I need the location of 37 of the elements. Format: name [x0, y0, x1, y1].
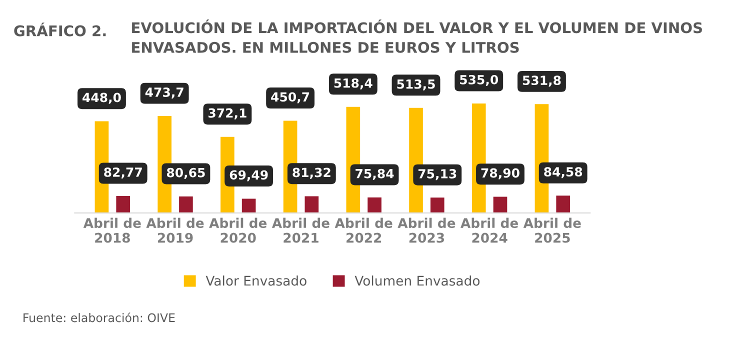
source-note: Fuente: elaboración: OIVE: [24, 312, 175, 322]
chart-subtitle: EVOLUCIÓN DE LA IMPORTACIÓN DEL VALOR Y EL VOLUMEN DE VINOS ENVASADOS. EN MILLONES DE EUROS Y LITROS: [132, 20, 702, 53]
bar: [304, 196, 319, 213]
chart-title: GRÁFICO 2.: [14, 22, 106, 36]
bar: [430, 198, 444, 213]
x-tick-label: Abril de 2022: [334, 218, 392, 243]
x-tick-label: Abril de 2019: [146, 218, 204, 243]
bar: [556, 196, 570, 213]
legend-label: Valor Envasado: [206, 276, 306, 286]
bar: [493, 196, 508, 213]
data-label: 535,0: [460, 74, 498, 86]
x-tick-label: Abril de 2024: [460, 218, 518, 243]
data-label: 518,4: [334, 78, 372, 90]
data-label: 82,77: [104, 167, 142, 179]
data-label: 80,65: [166, 168, 205, 179]
x-tick-label: Abril de 2023: [398, 218, 456, 243]
data-label: 450,7: [271, 92, 310, 104]
data-label: 448,0: [82, 92, 121, 104]
data-label: 531,8: [522, 76, 561, 87]
x-tick-label: Abril de 2021: [272, 218, 330, 243]
legend-label: Volumen Envasado: [354, 276, 480, 286]
bar: [179, 196, 193, 213]
x-tick-label: Abril de 2018: [83, 218, 141, 243]
data-label: 75,84: [356, 168, 394, 180]
data-label: 513,5: [397, 79, 435, 90]
bar: [242, 198, 256, 213]
bar: [368, 197, 382, 213]
data-label: 84,58: [544, 167, 582, 178]
bar: [116, 196, 130, 213]
data-label: 69,49: [230, 170, 268, 182]
data-label: 372,1: [208, 108, 246, 120]
data-label: 473,7: [145, 87, 184, 99]
x-tick-label: Abril de 2020: [209, 218, 267, 243]
x-tick-label: Abril de 2025: [523, 218, 581, 243]
data-label: 78,90: [481, 168, 520, 180]
data-label: 75,13: [418, 169, 456, 180]
data-label: 81,32: [292, 168, 330, 179]
